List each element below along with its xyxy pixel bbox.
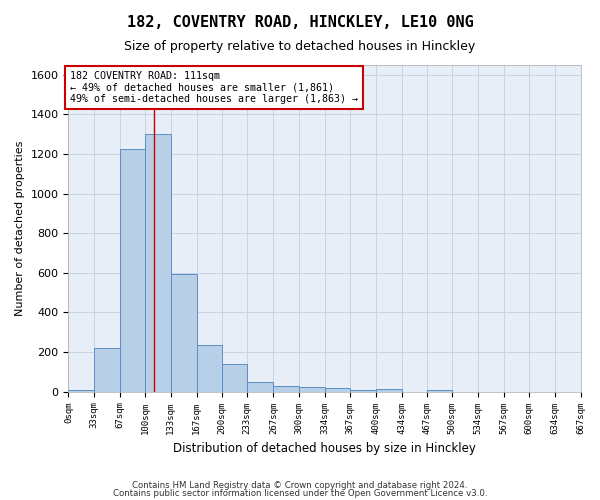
Bar [68, 390, 94, 392]
Bar [299, 388, 325, 392]
Bar [325, 388, 350, 392]
Bar [94, 348, 120, 392]
Text: 182 COVENTRY ROAD: 111sqm
← 49% of detached houses are smaller (1,861)
49% of se: 182 COVENTRY ROAD: 111sqm ← 49% of detac… [70, 71, 358, 104]
Text: Contains public sector information licensed under the Open Government Licence v3: Contains public sector information licen… [113, 488, 487, 498]
Bar [376, 388, 401, 392]
Bar [145, 134, 170, 392]
Bar [222, 364, 247, 392]
Y-axis label: Number of detached properties: Number of detached properties [15, 140, 25, 316]
X-axis label: Distribution of detached houses by size in Hinckley: Distribution of detached houses by size … [173, 442, 476, 455]
Text: Size of property relative to detached houses in Hinckley: Size of property relative to detached ho… [124, 40, 476, 53]
Bar [427, 390, 452, 392]
Bar [197, 345, 222, 392]
Text: Contains HM Land Registry data © Crown copyright and database right 2024.: Contains HM Land Registry data © Crown c… [132, 481, 468, 490]
Bar [274, 386, 299, 392]
Bar [170, 274, 197, 392]
Bar [350, 390, 376, 392]
Bar [120, 149, 145, 392]
Bar [247, 382, 274, 392]
Text: 182, COVENTRY ROAD, HINCKLEY, LE10 0NG: 182, COVENTRY ROAD, HINCKLEY, LE10 0NG [127, 15, 473, 30]
